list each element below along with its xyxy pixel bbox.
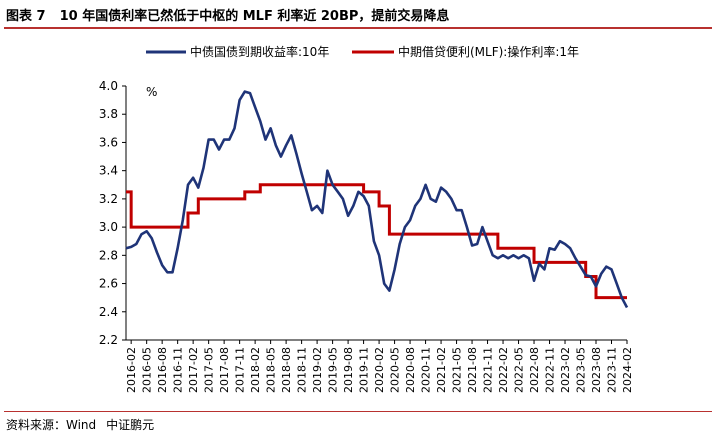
- chart-series: [125, 90, 629, 309]
- y-tick-label: 3.2: [99, 192, 118, 206]
- x-tick-label: 2016-05: [141, 347, 154, 393]
- x-tick-label: 2023-11: [606, 347, 619, 393]
- x-tick-label: 2023-08: [590, 347, 603, 393]
- x-tick-label: 2018-11: [296, 347, 309, 393]
- x-tick-label: 2021-08: [466, 347, 479, 393]
- y-tick-label: 3.0: [99, 220, 118, 234]
- x-tick-label: 2021-11: [482, 347, 495, 393]
- x-tick-label: 2020-08: [404, 347, 417, 393]
- x-tick-label: 2017-08: [218, 347, 231, 393]
- x-tick-label: 2022-02: [497, 347, 510, 393]
- y-tick-label: 4.0: [99, 79, 118, 93]
- y-tick-label: 2.8: [99, 248, 118, 262]
- y-tick-label: 2.4: [99, 305, 118, 319]
- x-tick-label: 2019-11: [358, 347, 371, 393]
- x-tick-label: 2020-02: [373, 347, 386, 393]
- x-tick-label: 2022-08: [528, 347, 541, 393]
- y-tick-label: 2.6: [99, 277, 118, 291]
- y-axis-unit: %: [146, 85, 157, 99]
- line-chart: 中债国债到期收益率:10年 中期借贷便利(MLF):操作利率:1年 2.2 2.4 2…: [99, 44, 634, 393]
- x-tick-label: 2019-02: [311, 347, 324, 393]
- legend-label-10y: 中债国债到期收益率:10年: [190, 44, 329, 59]
- chart-axes: 2.22.42.62.83.03.23.43.63.84.0 %2016-02 20…: [99, 79, 634, 393]
- x-tick-label: 2021-02: [435, 347, 448, 393]
- y-tick-label: 3.8: [99, 107, 118, 121]
- x-tick-label: 2017-02: [187, 347, 200, 393]
- x-tick-label: 2017-11: [234, 347, 247, 393]
- y-tick-label: 3.6: [99, 135, 118, 149]
- source-note: 资料来源：Wind 中证鹏元: [6, 416, 164, 433]
- figure-title: 图表 7 10 年国债利率已然低于中枢的 MLF 利率近 20BP，提前交易降息: [6, 5, 449, 24]
- x-tick-label: 2018-08: [280, 347, 293, 393]
- x-tick-label: 2020-11: [420, 347, 433, 393]
- x-tick-label: 2023-02: [559, 347, 572, 393]
- x-tick-label: 2024-02: [621, 347, 634, 393]
- series-line-10y: [125, 90, 629, 309]
- title-rule: [4, 27, 712, 29]
- x-tick-label: 2019-08: [342, 347, 355, 393]
- source-rule: [4, 411, 712, 412]
- figure-title-text: 10 年国债利率已然低于中枢的 MLF 利率近 20BP，提前交易降息: [59, 9, 450, 24]
- x-tick-label: 2022-05: [513, 347, 526, 393]
- legend-label-mlf: 中期借贷便利(MLF):操作利率:1年: [398, 44, 579, 59]
- x-tick-label: 2018-02: [249, 347, 262, 393]
- x-tick-label: 2018-05: [265, 347, 278, 393]
- x-tick-label: 2017-05: [203, 347, 216, 393]
- y-tick-label: 3.4: [99, 164, 118, 178]
- x-tick-label: 2019-05: [327, 347, 340, 393]
- x-tick-label: 2021-05: [451, 347, 464, 393]
- y-tick-label: 2.2: [99, 333, 118, 347]
- source-org: 中证鹏元: [106, 418, 155, 432]
- x-tick-label: 2020-05: [389, 347, 402, 393]
- x-tick-label: 2016-08: [156, 347, 169, 393]
- x-tick-label: 2023-05: [575, 347, 588, 393]
- figure-number: 图表 7: [6, 9, 46, 24]
- chart-legend: 中债国债到期收益率:10年 中期借贷便利(MLF):操作利率:1年: [146, 44, 579, 59]
- series-line-mlf: [126, 183, 627, 300]
- x-tick-label: 2016-02: [125, 347, 138, 393]
- x-tick-label: 2022-11: [544, 347, 557, 393]
- source-label: 资料来源：Wind: [6, 418, 97, 432]
- x-tick-label: 2016-11: [172, 347, 185, 393]
